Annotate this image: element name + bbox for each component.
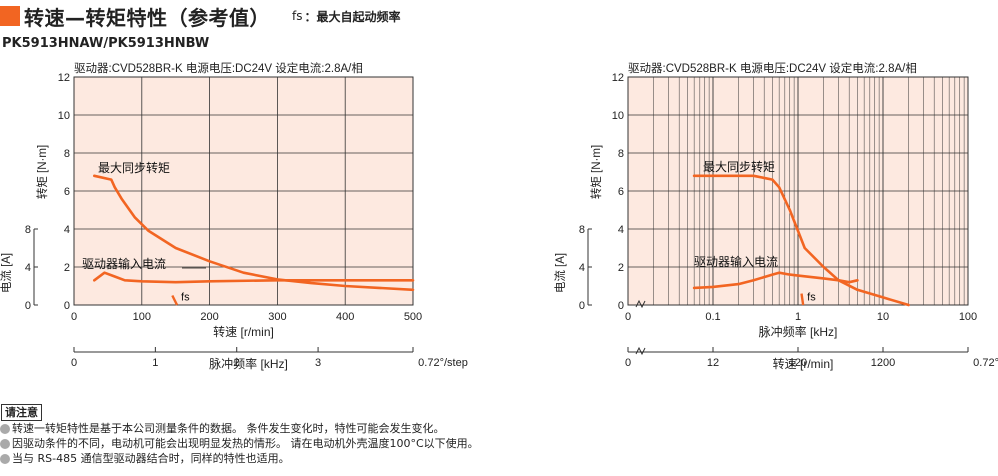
x-tick-label: 400 bbox=[336, 311, 354, 323]
secondary-axis-label: 转速 [r/min] bbox=[773, 356, 834, 371]
x-tick-label: 300 bbox=[268, 311, 286, 323]
notes-section: 请注意 转速一转矩特性是基于本公司测量条件的数据。 条件发生变化时，特性可能会发… bbox=[0, 404, 479, 466]
series-label-torque: 最大同步转矩 bbox=[703, 159, 775, 174]
bullet-icon bbox=[0, 423, 10, 434]
fs-symbol: fs bbox=[292, 9, 303, 23]
axis-break-mark bbox=[635, 346, 646, 356]
current-curve bbox=[93, 271, 415, 284]
y-tick-label: 10 bbox=[612, 110, 624, 122]
current-axis-label: 电流 [A] bbox=[553, 253, 567, 293]
secondary-tick-label: 3 bbox=[315, 357, 321, 369]
secondary-tick-label: 0.72°/step bbox=[418, 357, 468, 369]
fs-mark bbox=[171, 294, 179, 306]
secondary-tick-label: 0 bbox=[71, 357, 77, 369]
bullet-icon bbox=[0, 438, 10, 449]
x-tick-label: 0 bbox=[625, 311, 631, 323]
current-tick-label: 4 bbox=[25, 262, 31, 274]
y-tick-label: 4 bbox=[618, 224, 624, 236]
x-axis-label: 转速 [r/min] bbox=[213, 324, 274, 339]
note-item: 转速一转矩特性是基于本公司测量条件的数据。 条件发生变化时，特性可能会发生变化。 bbox=[0, 421, 479, 436]
charts-svg: 驱动器:CVD528BR-K 电源电压:DC24V 设定电流:2.8A/相 0 2 4… bbox=[0, 61, 998, 371]
x-tick-label: 100 bbox=[133, 311, 151, 323]
fs-label: fs bbox=[181, 291, 190, 303]
header-marker bbox=[0, 6, 20, 26]
x-tick-label: 10 bbox=[877, 311, 889, 323]
note-item: 因驱动条件的不同，电动机可能会出现明显发热的情形。 请在电动机外壳温度100°C… bbox=[0, 436, 479, 451]
y-tick-label: 8 bbox=[618, 148, 624, 160]
fs-mark bbox=[800, 293, 805, 306]
bullet-icon bbox=[0, 453, 10, 464]
page-title: 转速—转矩特性（参考值） bbox=[24, 5, 270, 30]
y-tick-label: 12 bbox=[58, 72, 70, 84]
y-axis-label: 转矩 [N·m] bbox=[35, 145, 49, 199]
series-label-current: 驱动器输入电流 bbox=[82, 256, 166, 271]
driver-info: 驱动器:CVD528BR-K 电源电压:DC24V 设定电流:2.8A/相 bbox=[628, 61, 917, 75]
x-tick-label: 100 bbox=[959, 311, 977, 323]
y-tick-label: 0 bbox=[618, 300, 624, 312]
secondary-tick-label: 2 bbox=[234, 357, 240, 369]
current-curve bbox=[692, 271, 859, 290]
secondary-tick-label: 120 bbox=[789, 357, 807, 369]
torque-curve bbox=[692, 174, 910, 307]
y-tick-label: 8 bbox=[64, 148, 70, 160]
y-tick-label: 2 bbox=[64, 262, 70, 274]
model-name: PK5913HNAW/PK5913HNBW bbox=[2, 36, 210, 51]
secondary-tick-label: 1 bbox=[152, 357, 158, 369]
axis-break-mark bbox=[635, 299, 646, 309]
y-axis-label: 转矩 [N·m] bbox=[589, 145, 603, 199]
y-tick-label: 6 bbox=[64, 186, 70, 198]
series-label-torque: 最大同步转矩 bbox=[98, 160, 170, 175]
series-label-current: 驱动器输入电流 bbox=[694, 254, 778, 269]
page-header: 转速—转矩特性（参考值） fs ：最大自起动频率 bbox=[0, 2, 401, 30]
x-tick-label: 0.1 bbox=[705, 311, 720, 323]
current-axis-label: 电流 [A] bbox=[0, 253, 13, 293]
y-tick-label: 10 bbox=[58, 110, 70, 122]
y-tick-label: 2 bbox=[618, 262, 624, 274]
x-axis-label: 脉冲频率 [kHz] bbox=[759, 324, 838, 339]
secondary-axis-label: 脉冲频率 [kHz] bbox=[209, 356, 288, 371]
note-item: 当与 RS-485 通信型驱动器结合时，同样的特性也适用。 bbox=[0, 451, 479, 466]
current-tick-label: 0 bbox=[579, 300, 585, 312]
secondary-tick-label: 0 bbox=[625, 357, 631, 369]
current-tick-label: 0 bbox=[25, 300, 31, 312]
driver-info: 驱动器:CVD528BR-K 电源电压:DC24V 设定电流:2.8A/相 bbox=[74, 61, 363, 75]
y-tick-label: 4 bbox=[64, 224, 70, 236]
current-tick-label: 4 bbox=[579, 262, 585, 274]
x-tick-label: 0 bbox=[71, 311, 77, 323]
x-tick-label: 1 bbox=[795, 311, 801, 323]
y-tick-label: 6 bbox=[618, 186, 624, 198]
torque-curve bbox=[93, 174, 415, 292]
y-tick-label: 12 bbox=[612, 72, 624, 84]
fs-label: fs bbox=[807, 291, 816, 303]
secondary-tick-label: 1200 bbox=[871, 357, 895, 369]
x-tick-label: 200 bbox=[200, 311, 218, 323]
current-tick-label: 8 bbox=[579, 224, 585, 236]
current-tick-label: 8 bbox=[25, 224, 31, 236]
secondary-tick-label: 0.72°/step bbox=[973, 357, 998, 369]
fs-description: ：最大自起动频率 bbox=[304, 9, 401, 24]
notes-title: 请注意 bbox=[1, 404, 42, 421]
secondary-tick-label: 12 bbox=[707, 357, 719, 369]
x-tick-label: 500 bbox=[404, 311, 422, 323]
y-tick-label: 0 bbox=[64, 300, 70, 312]
